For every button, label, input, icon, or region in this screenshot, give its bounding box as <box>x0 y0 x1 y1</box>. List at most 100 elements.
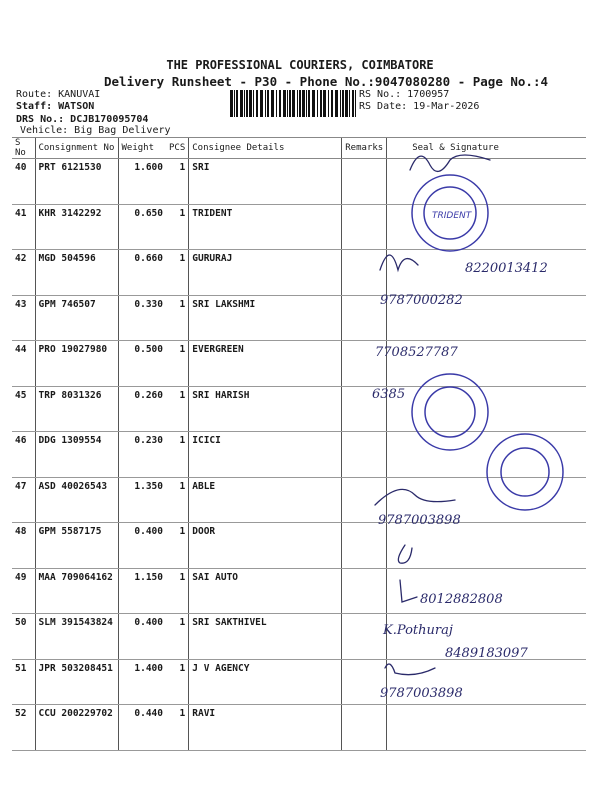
cell-consignee: RAVI <box>188 704 342 751</box>
cell-consignment-no: PRO 19027980 <box>34 340 118 387</box>
table-row: 45 TRP 8031326 0.260 1 SRI HARISH <box>12 386 586 432</box>
barcode-bar <box>355 90 356 117</box>
cell-consignment-no: ASD 40026543 <box>34 477 118 523</box>
cell-seal-signature <box>386 340 586 387</box>
cell-seal-signature <box>386 659 586 705</box>
cell-consignment-no: GPM 746507 <box>34 295 118 341</box>
barcode-bar <box>236 90 238 117</box>
barcode-bar <box>289 90 291 117</box>
cell-remarks <box>341 704 387 751</box>
barcode-bar <box>323 90 326 117</box>
cell-pcs: 1 <box>166 477 189 523</box>
barcode-bar <box>230 90 233 117</box>
table-row: 48 GPM 5587175 0.400 1 DOOR <box>12 522 586 569</box>
barcode-bar <box>256 90 258 117</box>
cell-remarks <box>341 522 387 569</box>
barcode-bar <box>283 90 286 117</box>
rs-number: RS No.: 1700957 <box>359 89 450 100</box>
cell-seal-signature <box>386 477 586 523</box>
company-title: THE PROFESSIONAL COURIERS, COIMBATORE <box>166 58 434 72</box>
cell-remarks <box>341 204 387 250</box>
barcode-bar <box>244 90 245 117</box>
cell-pcs: 1 <box>166 295 189 341</box>
cell-sno: 48 <box>12 522 35 569</box>
barcode-bar <box>320 90 322 117</box>
cell-weight: 0.660 <box>117 249 166 296</box>
cell-pcs: 1 <box>166 659 189 705</box>
cell-weight: 1.350 <box>117 477 166 523</box>
cell-weight: 1.600 <box>117 158 166 205</box>
table-row: 42 MGD 504596 0.660 1 GURURAJ <box>12 249 586 296</box>
cell-pcs: 1 <box>166 386 189 432</box>
cell-remarks <box>341 659 387 705</box>
cell-consignee: J V AGENCY <box>188 659 342 705</box>
barcode-bar <box>279 90 281 117</box>
table-row: 40 PRT 6121530 1.600 1 SRI <box>12 158 586 205</box>
cell-consignee: TRIDENT <box>188 204 342 250</box>
barcode-bar <box>276 90 277 117</box>
cell-consignment-no: SLM 391543824 <box>34 613 118 660</box>
cell-seal-signature <box>386 613 586 660</box>
cell-pcs: 1 <box>166 158 189 205</box>
cell-seal-signature <box>386 386 586 432</box>
barcode-bar <box>345 90 348 117</box>
cell-pcs: 1 <box>166 249 189 296</box>
barcode-bar <box>287 90 288 117</box>
cell-sno: 49 <box>12 568 35 614</box>
table-row: 51 JPR 503208451 1.400 1 J V AGENCY <box>12 659 586 705</box>
barcode-bar <box>297 90 298 117</box>
cell-seal-signature <box>386 249 586 296</box>
barcode-bar <box>271 90 274 117</box>
table-row: 50 SLM 391543824 0.400 1 SRI SAKTHIVEL <box>12 613 586 660</box>
runsheet-subtitle: Delivery Runsheet - P30 - Phone No.:9047… <box>104 74 549 89</box>
cell-seal-signature <box>386 522 586 569</box>
cell-weight: 0.440 <box>117 704 166 751</box>
table-row: 46 DDG 1309554 0.230 1 ICICI <box>12 431 586 478</box>
cell-sno: 47 <box>12 477 35 523</box>
barcode-bar <box>253 90 254 117</box>
drs-number: DRS No.: DCJB170095704 <box>16 114 149 125</box>
barcode-bar <box>260 90 263 117</box>
table-row: 41 KHR 3142292 0.650 1 TRIDENT <box>12 204 586 250</box>
cell-remarks <box>341 431 387 478</box>
column-header-sno: S No <box>12 137 35 159</box>
cell-weight: 0.500 <box>117 340 166 387</box>
cell-weight: 0.260 <box>117 386 166 432</box>
cell-pcs: 1 <box>166 613 189 660</box>
barcode-bar <box>299 90 301 117</box>
cell-consignee: ICICI <box>188 431 342 478</box>
cell-remarks <box>341 158 387 205</box>
barcode-bar <box>249 90 252 117</box>
cell-seal-signature <box>386 568 586 614</box>
runsheet-table: S No Consignment No Weight PCS Consignee Det… <box>12 137 586 751</box>
barcode-bar <box>349 90 350 117</box>
table-row: 52 CCU 200229702 0.440 1 RAVI <box>12 704 586 751</box>
cell-seal-signature <box>386 295 586 341</box>
cell-remarks <box>341 568 387 614</box>
table-row: 49 MAA 709064162 1.150 1 SAI AUTO <box>12 568 586 614</box>
column-header-remarks: Remarks <box>341 137 387 159</box>
column-header-consignee-details: Consignee Details <box>188 137 342 159</box>
cell-seal-signature <box>386 158 586 205</box>
cell-pcs: 1 <box>166 522 189 569</box>
cell-pcs: 1 <box>166 204 189 250</box>
cell-consignment-no: KHR 3142292 <box>34 204 118 250</box>
rs-date: RS Date: 19-Mar-2026 <box>359 101 480 112</box>
barcode-bar <box>342 90 344 117</box>
table-row: 47 ASD 40026543 1.350 1 ABLE <box>12 477 586 523</box>
cell-consignment-no: MGD 504596 <box>34 249 118 296</box>
cell-sno: 40 <box>12 158 35 205</box>
cell-remarks <box>341 386 387 432</box>
barcode-bar <box>312 90 315 117</box>
cell-seal-signature <box>386 431 586 478</box>
column-header-pcs: PCS <box>166 137 189 159</box>
column-header-seal-signature: Seal & Signature <box>386 137 586 159</box>
cell-consignment-no: JPR 503208451 <box>34 659 118 705</box>
cell-pcs: 1 <box>166 568 189 614</box>
cell-remarks <box>341 249 387 296</box>
cell-sno: 50 <box>12 613 35 660</box>
barcode-bar <box>246 90 248 117</box>
cell-pcs: 1 <box>166 431 189 478</box>
barcode-bar <box>317 90 318 117</box>
cell-sno: 41 <box>12 204 35 250</box>
